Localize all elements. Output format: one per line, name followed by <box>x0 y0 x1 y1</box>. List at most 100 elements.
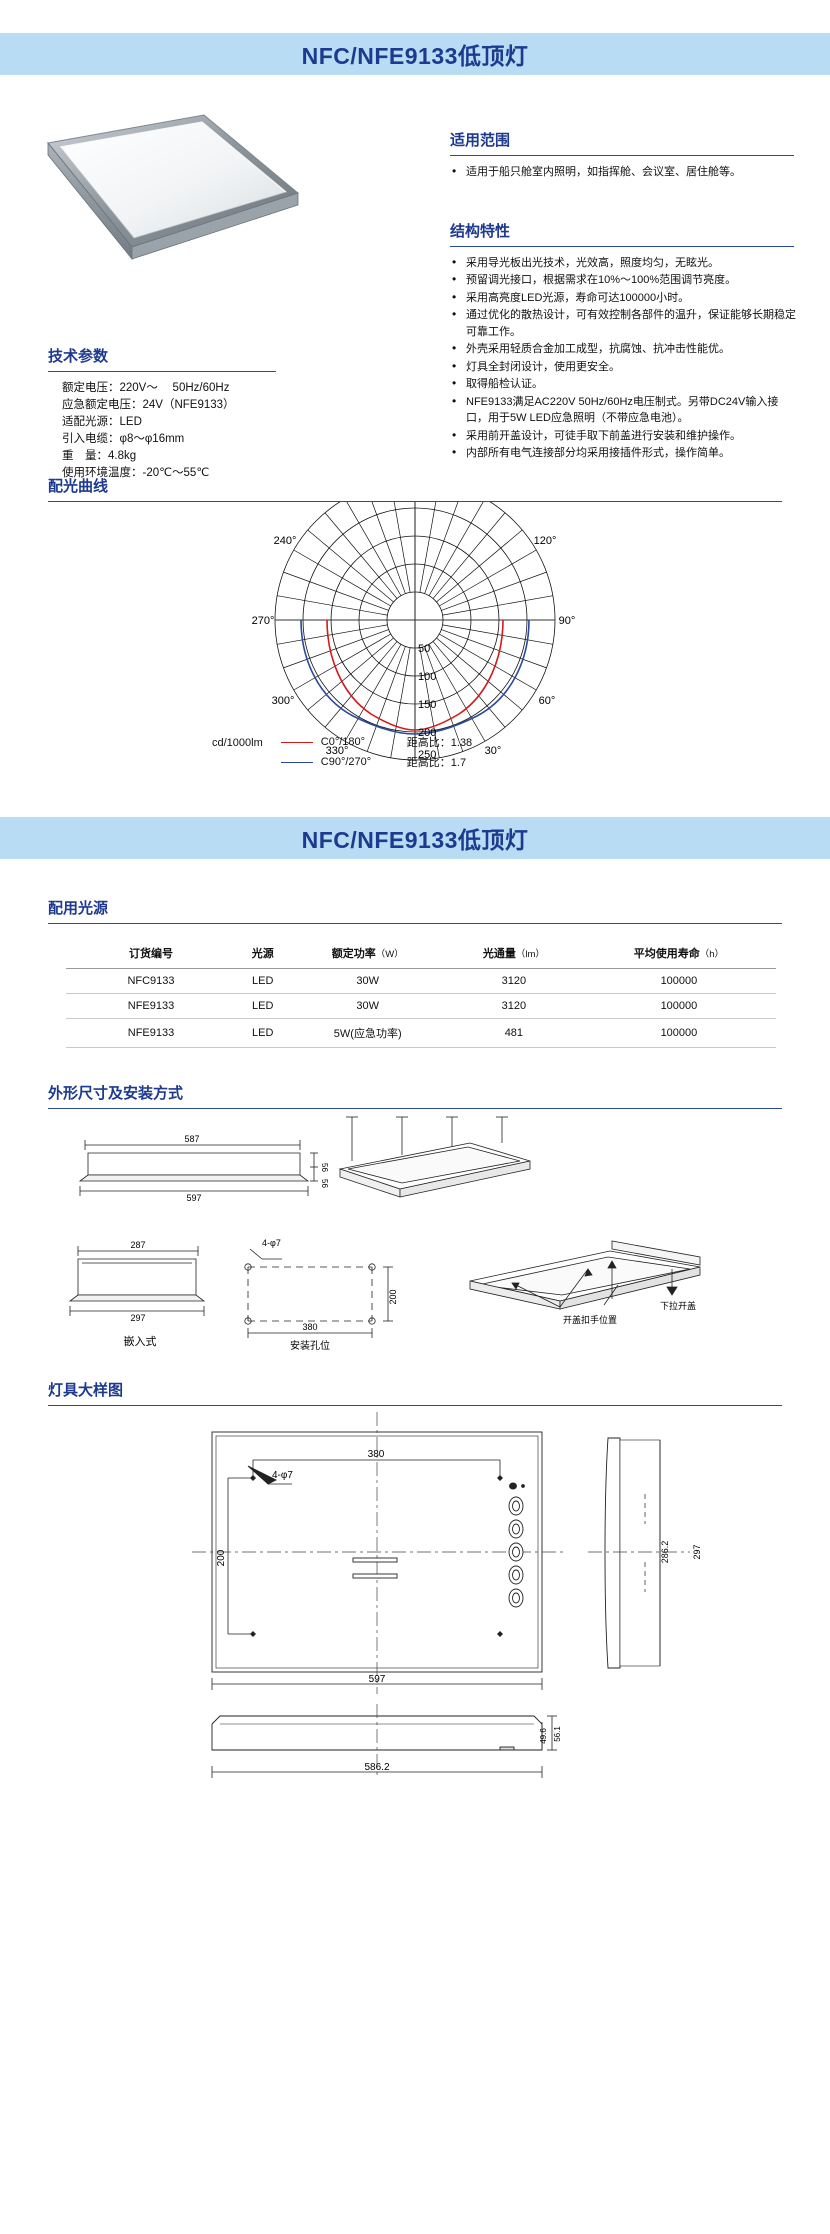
scope-list: 适用于船只舱室内照明，如指挥舱、会议室、居住舱等。 <box>450 163 798 181</box>
col-source: 光源 <box>236 940 290 969</box>
table-row: NFE9133 LED 5W(应急功率) 481 100000 <box>66 1018 776 1048</box>
polar-tick-330: 330° <box>326 745 349 757</box>
cell-life: 100000 <box>581 993 776 1019</box>
scope-item: 适用于船只舱室内照明，如指挥舱、会议室、居住舱等。 <box>450 163 798 181</box>
polar-r-150: 150 <box>418 699 436 711</box>
polar-chart: 180° 210° 240° 270° 300° 330° 0° 30° 60°… <box>0 502 830 777</box>
tech-params-section: 技术参数 额定电压：220V～ 50Hz/60Hz 应急额定电压：24V（NFE… <box>48 345 298 482</box>
polar-tick-30: 30° <box>485 745 502 757</box>
dim-height-2: 56 <box>320 1179 329 1188</box>
scope-rule <box>450 155 794 156</box>
polar-chart-svg: 180° 210° 240° 270° 300° 330° 0° 30° 60°… <box>252 502 576 761</box>
tech-param-item: 应急额定电压：24V（NFE9133） <box>62 399 235 411</box>
detail-drawing-rule <box>48 1405 782 1406</box>
curve-heading: 配光曲线 <box>48 478 109 495</box>
cell-source: LED <box>236 1018 290 1048</box>
detail-dim-5862: 586.2 <box>364 1762 389 1773</box>
detail-dim-2862: 286.2 <box>660 1541 670 1564</box>
dimension-drawings: 587 597 56 56 <box>0 1109 830 1369</box>
product-datasheet-page: NFC/NFE9133低顶灯 <box>0 33 830 1796</box>
tech-params-heading: 技术参数 <box>48 348 109 365</box>
structure-item: 通过优化的散热设计，可有效控制各部件的温升，保证能够长期稳定可靠工作。 <box>450 306 798 340</box>
tech-param-item: 使用环境温度：-20℃～55℃ <box>62 467 210 479</box>
legend-ratio-c90: 距高比：1.7 <box>406 757 467 769</box>
cell-source: LED <box>236 993 290 1019</box>
table-row: NFE9133 LED 30W 3120 100000 <box>66 993 776 1019</box>
structure-rule <box>450 245 794 247</box>
structure-item: 采用前开盖设计，可徒手取下前盖进行安装和维护操作。 <box>450 427 798 445</box>
hole-note: 4-φ7 <box>262 1238 281 1248</box>
structure-item: 取得船检认证。 <box>450 375 798 393</box>
cover-open-sketch <box>469 1240 701 1310</box>
cell-order-no: NFC9133 <box>66 968 236 994</box>
cell-order-no: NFE9133 <box>66 1018 236 1048</box>
page-separator <box>0 777 830 817</box>
recessed-label: 嵌入式 <box>124 1335 157 1348</box>
polar-r-100: 100 <box>418 671 436 683</box>
cell-flux: 3120 <box>445 993 582 1019</box>
cell-flux: 3120 <box>445 968 582 994</box>
curve-c90 <box>300 619 530 735</box>
cell-source: LED <box>236 968 290 994</box>
detail-dim-597: 597 <box>369 1674 386 1685</box>
polar-r-50: 50 <box>418 643 430 655</box>
tech-param-item: 重 量：4.8kg <box>62 450 137 462</box>
page-title-second: NFC/NFE9133低顶灯 <box>301 827 529 853</box>
polar-tick-270: 270° <box>252 615 275 627</box>
polar-tick-60: 60° <box>539 695 556 707</box>
hole-dim-200: 200 <box>388 1289 398 1304</box>
polar-legend: cd/1000lm C0°/180° 距高比：1.38 C90°/270° 距高… <box>212 734 472 770</box>
detail-th-496: 49.6 <box>539 1728 548 1744</box>
scope-heading: 适用范围 <box>450 132 511 149</box>
detail-dim-297: 297 <box>692 1544 702 1559</box>
cell-life: 100000 <box>581 1018 776 1048</box>
dimension-drawings-svg: 587 597 56 56 <box>68 1116 701 1352</box>
dimensions-heading: 外形尺寸及安装方式 <box>48 1085 184 1102</box>
detail-drawing-section: 灯具大样图 <box>48 1379 782 1406</box>
table-header-row: 订货编号 光源 额定功率（W） 光通量（lm） 平均使用寿命（h） <box>66 940 776 969</box>
page-banner-top: NFC/NFE9133低顶灯 <box>0 33 830 75</box>
detail-drawings-svg: 380 200 4-φ7 <box>192 1412 702 1694</box>
cell-power: 5W(应急功率) <box>289 1018 446 1048</box>
lamp-source-heading: 配用光源 <box>48 900 109 917</box>
detail-drawings: 380 200 4-φ7 <box>0 1406 830 1796</box>
dim-597: 597 <box>186 1193 201 1203</box>
dim-297: 297 <box>130 1313 145 1323</box>
cover-handle-note: 开盖扣手位置 <box>563 1314 617 1325</box>
detail-dim-380: 380 <box>368 1449 385 1460</box>
cell-power: 30W <box>289 968 446 994</box>
structure-item: 采用高亮度LED光源，寿命可达100000小时。 <box>450 289 798 307</box>
legend-swatch-red <box>280 741 313 743</box>
cell-life: 100000 <box>581 968 776 994</box>
detail-th-561: 56.1 <box>553 1726 562 1742</box>
table-row: NFC9133 LED 30W 3120 100000 <box>66 968 776 994</box>
legend-name-c90: C90°/270° <box>320 756 372 768</box>
hole-dim-380: 380 <box>302 1322 317 1332</box>
structure-list: 采用导光板出光技术，光效高，照度均匀，无眩光。 预留调光接口，根据需求在10%～… <box>450 254 798 462</box>
cell-order-no: NFE9133 <box>66 993 236 1019</box>
legend-unit: cd/1000lm <box>212 737 263 749</box>
structure-heading: 结构特性 <box>450 222 511 240</box>
structure-item: NFE9133满足AC220V 50Hz/60Hz电压制式。另带DC24V输入接… <box>450 393 798 427</box>
pull-down-note: 下拉开盖 <box>660 1300 696 1311</box>
polar-tick-90: 90° <box>559 615 576 627</box>
legend-row-c0: C0°/180° 距高比：1.38 <box>280 734 472 750</box>
dim-height-1: 56 <box>320 1163 329 1172</box>
structure-item: 采用导光板出光技术，光效高，照度均匀，无眩光。 <box>450 254 798 272</box>
cell-flux: 481 <box>445 1018 582 1048</box>
structure-item: 预留调光接口，根据需求在10%～100%范围调节亮度。 <box>450 271 798 289</box>
tech-params-list: 额定电压：220V～ 50Hz/60Hz 应急额定电压：24V（NFE9133）… <box>48 380 298 482</box>
dimensions-section: 外形尺寸及安装方式 <box>48 1082 782 1109</box>
product-photo <box>36 107 306 297</box>
legend-name-c0: C0°/180° <box>320 736 366 748</box>
dim-287: 287 <box>130 1240 145 1250</box>
page-title: NFC/NFE9133低顶灯 <box>301 43 529 69</box>
col-flux: 光通量（lm） <box>445 940 582 969</box>
cell-power: 30W <box>289 993 446 1019</box>
structure-item: 灯具全封闭设计，使用更安全。 <box>450 358 798 376</box>
polar-tick-300: 300° <box>272 695 295 707</box>
lamp-source-table: 订货编号 光源 额定功率（W） 光通量（lm） 平均使用寿命（h） NFC913… <box>66 940 776 1048</box>
mounting-hole-pattern <box>244 1248 393 1338</box>
tech-params-rule <box>48 371 276 372</box>
detail-drawing-heading: 灯具大样图 <box>48 1382 124 1399</box>
